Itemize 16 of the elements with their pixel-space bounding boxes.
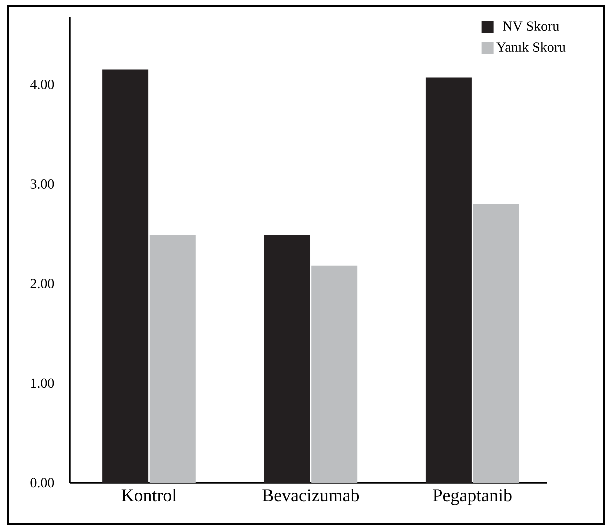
- y-tick-label: 1.00: [31, 378, 54, 388]
- x-tick-label: Bevacizumab: [262, 489, 360, 502]
- bar: [473, 204, 520, 483]
- bar: [426, 78, 472, 483]
- x-tick-label: Pegaptanib: [433, 489, 512, 506]
- y-tick-label: 3.00: [30, 180, 54, 190]
- bar: [150, 235, 196, 483]
- bar: [102, 70, 149, 483]
- y-tick-label: 2.00: [30, 279, 54, 289]
- bar: [312, 266, 358, 483]
- legend-label: NV Skoru: [503, 21, 560, 32]
- y-tick-label: 0.00: [30, 478, 54, 488]
- y-tick-label: 4.00: [30, 80, 54, 90]
- legend-label: Yanık Skoru: [496, 42, 566, 52]
- bar: [264, 235, 310, 483]
- x-tick-label: Kontrol: [122, 489, 177, 502]
